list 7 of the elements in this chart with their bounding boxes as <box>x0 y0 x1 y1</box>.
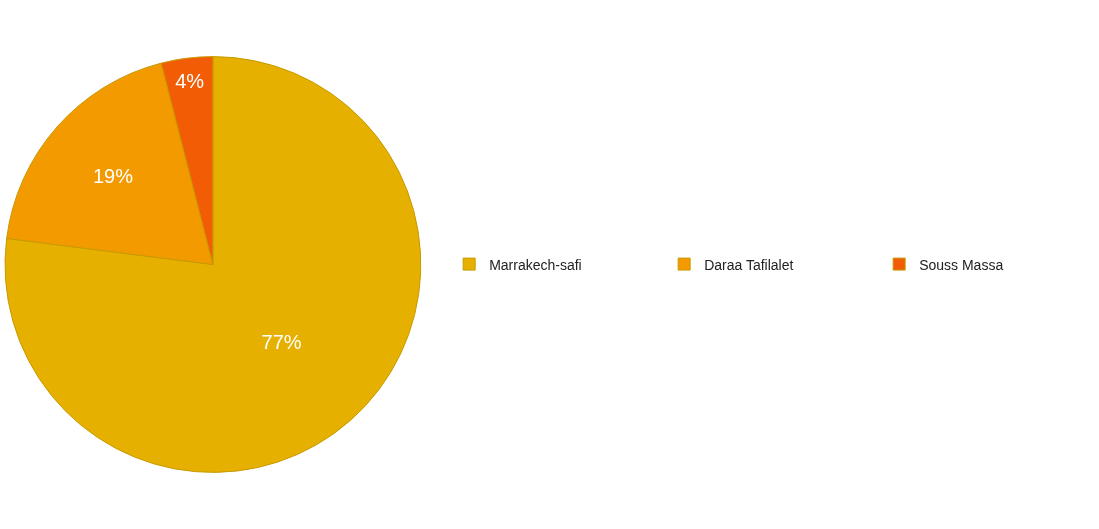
data-label: 19% <box>92 165 134 188</box>
data-label: 77% <box>261 331 302 354</box>
legend-label: Daraa Tafilalet <box>704 256 794 273</box>
pie-slice <box>4 56 422 473</box>
legend-label: Souss Massa <box>919 256 1004 273</box>
legend-label: Marrakech-safi <box>489 256 582 273</box>
data-label: 4% <box>175 70 205 93</box>
